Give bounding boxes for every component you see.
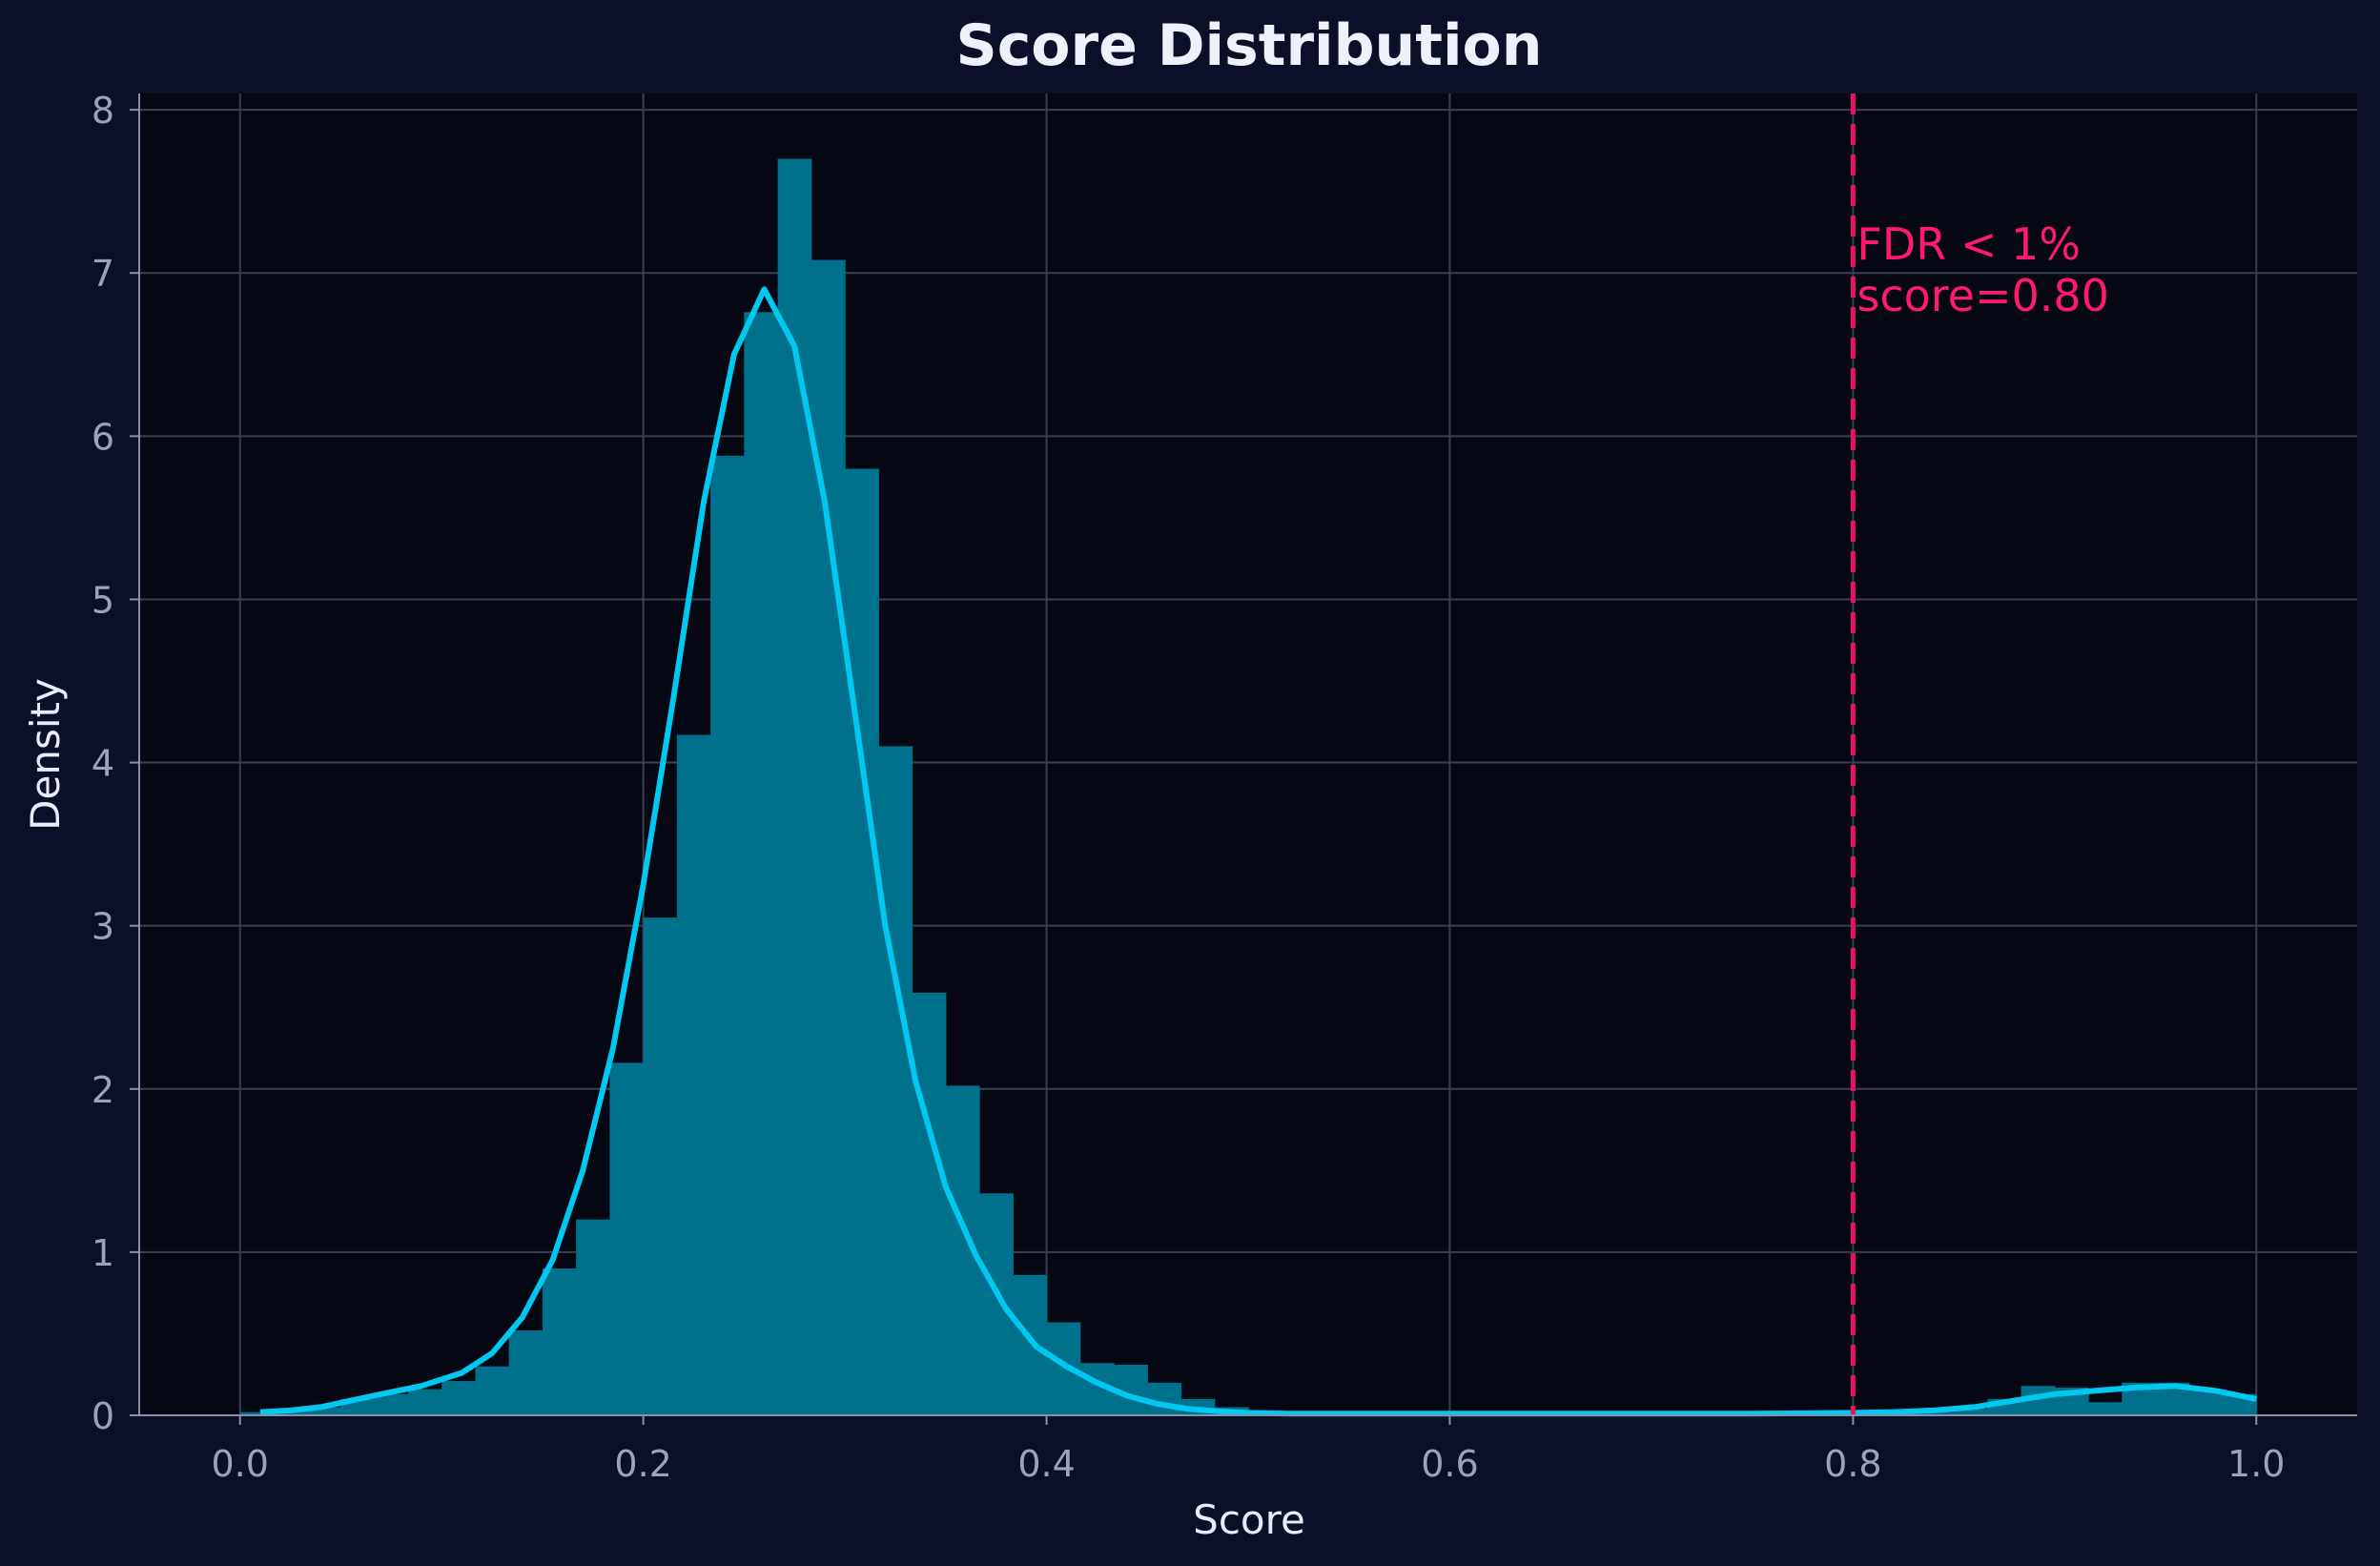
threshold-label-score: score=0.80	[1857, 270, 2109, 321]
histogram-bar	[609, 1062, 645, 1415]
x-tick-labels: 0.0 0.2 0.4 0.6 0.8 1.0	[212, 1443, 2286, 1485]
threshold-label-fdr: FDR < 1%	[1857, 218, 2081, 270]
y-tick-label: 4	[92, 743, 114, 785]
histogram-bar	[475, 1366, 510, 1415]
x-tick-label: 1.0	[2227, 1443, 2285, 1485]
histogram-bar	[810, 259, 846, 1415]
histogram-bar	[979, 1193, 1014, 1415]
y-tick-label: 7	[92, 253, 114, 295]
histogram-bar	[374, 1393, 409, 1415]
histogram-bar	[576, 1219, 610, 1415]
histogram-bar	[710, 455, 745, 1415]
x-axis-label: Score	[1193, 1496, 1305, 1543]
x-tick-label: 0.4	[1017, 1443, 1075, 1485]
y-axis-label: Density	[22, 678, 69, 831]
histogram-bar	[2088, 1402, 2123, 1415]
y-tick-label: 1	[92, 1232, 114, 1274]
y-tick-label: 5	[92, 579, 114, 621]
histogram-bar	[643, 917, 678, 1415]
density-curve	[259, 286, 2257, 1417]
x-tick-label: 0.8	[1824, 1443, 1881, 1485]
histogram-bars	[239, 158, 2257, 1416]
histogram-bar	[912, 992, 947, 1415]
y-tick-label: 3	[92, 906, 114, 948]
y-tick-label: 6	[92, 416, 114, 458]
histogram-bar	[845, 468, 879, 1415]
histogram-bar	[744, 312, 779, 1416]
y-tick-label: 0	[92, 1395, 114, 1437]
x-tick-label: 0.0	[212, 1443, 269, 1485]
histogram-bar	[307, 1407, 342, 1415]
histogram-bar	[1147, 1382, 1182, 1415]
chart-title: Score Distribution	[956, 12, 1543, 79]
histogram-bar	[777, 158, 812, 1415]
histogram-bar	[441, 1381, 477, 1415]
x-tick-label: 0.2	[614, 1443, 671, 1485]
y-tick-label: 8	[92, 90, 114, 132]
histogram-bar	[542, 1268, 577, 1415]
x-tick-label: 0.6	[1421, 1443, 1478, 1485]
histogram-bar	[878, 746, 913, 1415]
histogram-bar	[407, 1389, 442, 1415]
histogram-bar	[2188, 1391, 2224, 1415]
axes	[130, 93, 2357, 1425]
histogram-bar	[1919, 1411, 1955, 1415]
histogram-bar	[676, 734, 711, 1415]
histogram-bar	[1954, 1409, 1988, 1415]
y-tick-labels: 0 1 2 3 4 5 6 7 8	[92, 90, 114, 1437]
plot-area	[139, 93, 2357, 1415]
histogram-bar	[508, 1330, 544, 1415]
histogram-bar	[239, 1411, 275, 1415]
histogram-bar	[1013, 1274, 1048, 1415]
y-tick-label: 2	[92, 1069, 114, 1111]
